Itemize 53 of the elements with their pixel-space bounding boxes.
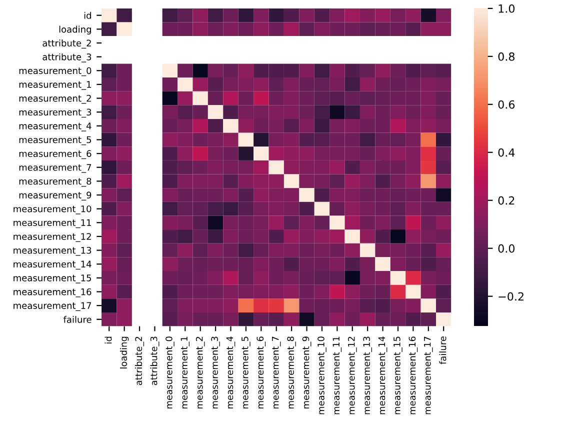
color-bar-label: 0.0 [498, 244, 515, 253]
x-tick-label: attribute_3 [150, 336, 160, 386]
color-bar-label: 0.4 [498, 148, 515, 157]
color-bar-label: 1.0 [498, 4, 515, 13]
y-tick-label: measurement_10 [14, 205, 92, 214]
y-tick-label: measurement_13 [14, 246, 92, 256]
x-tick-label: measurement_15 [394, 336, 402, 414]
x-tick-label: measurement_2 [196, 336, 205, 408]
color-bar-label: 0.8 [498, 52, 514, 61]
x-tick-label: attribute_2 [135, 336, 144, 386]
y-tick-label: measurement_1 [19, 81, 91, 90]
y-tick-label: measurement_12 [14, 233, 91, 242]
y-tick-label: measurement_6 [19, 150, 92, 160]
y-tick-label: measurement_2 [19, 94, 91, 104]
y-tick-label: measurement_4 [19, 122, 92, 132]
y-tick-label: measurement_7 [19, 164, 92, 173]
y-tick-label: measurement_14 [14, 260, 92, 270]
x-tick-label: measurement_9 [302, 336, 312, 408]
y-tick-label: attribute_3 [42, 53, 92, 62]
y-tick-label: measurement_8 [19, 178, 92, 187]
x-tick-label: measurement_14 [378, 336, 388, 414]
y-tick-label: failure [63, 316, 92, 323]
x-tick-label: measurement_5 [242, 336, 250, 408]
color-bar-label: 0.2 [498, 196, 514, 205]
y-tick-label: id [84, 12, 91, 19]
y-tick-label: measurement_5 [19, 136, 92, 146]
x-tick-label: measurement_3 [211, 336, 220, 408]
x-tick-label: measurement_12 [348, 336, 357, 414]
x-tick-label: measurement_8 [287, 336, 296, 408]
y-tick-label: loading [59, 26, 91, 34]
y-tick-label: measurement_15 [14, 274, 92, 284]
x-tick-label: measurement_11 [332, 336, 342, 414]
y-tick-label: measurement_11 [14, 219, 91, 228]
color-bar-label: −0.2 [498, 292, 524, 301]
x-tick-label: loading [120, 336, 129, 368]
y-tick-label: measurement_17 [14, 302, 92, 311]
y-tick-label: measurement_9 [19, 192, 92, 200]
color-bar-label: 0.6 [498, 100, 515, 109]
x-tick-label: id [104, 336, 112, 344]
y-tick-label: measurement_16 [14, 288, 92, 298]
x-tick-label: measurement_10 [318, 336, 326, 414]
x-tick-label: measurement_1 [180, 336, 190, 408]
x-tick-label: measurement_16 [408, 336, 418, 414]
x-tick-label: measurement_0 [166, 336, 174, 408]
x-tick-label: measurement_6 [256, 336, 266, 408]
x-tick-label: measurement_4 [226, 336, 236, 408]
x-tick-label: measurement_17 [424, 336, 433, 414]
x-tick-label: measurement_7 [272, 336, 281, 408]
x-tick-label: failure [439, 336, 446, 364]
y-tick-label: measurement_0 [19, 67, 92, 76]
x-tick-label: measurement_13 [363, 336, 372, 414]
y-tick-label: attribute_2 [42, 40, 91, 49]
y-tick-label: measurement_3 [19, 108, 92, 118]
